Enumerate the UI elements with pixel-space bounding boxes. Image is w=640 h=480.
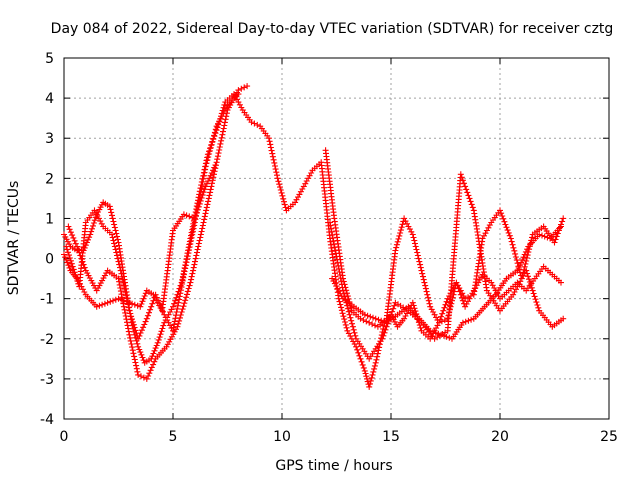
- x-tick-label: 25: [600, 429, 618, 445]
- y-tick-label: -4: [40, 412, 54, 428]
- y-tick-label: 5: [45, 51, 54, 67]
- axis-ticks: 0 5 10 15 20 25 -4 -3 -2 -1 0 1 2 3 4 5: [40, 51, 618, 445]
- y-tick-label: 0: [45, 252, 54, 268]
- y-tick-label: 3: [45, 131, 54, 147]
- data-points: [61, 83, 567, 390]
- x-tick-label: 5: [169, 429, 178, 445]
- grid: [64, 58, 609, 419]
- x-tick-label: 10: [273, 429, 291, 445]
- y-tick-label: -3: [40, 372, 54, 388]
- y-tick-label: 2: [45, 171, 54, 187]
- data-markers: [61, 83, 567, 390]
- y-axis-label: SDTVAR / TECUs: [6, 181, 22, 296]
- y-tick-label: 4: [45, 91, 54, 107]
- x-tick-label: 0: [60, 429, 69, 445]
- x-tick-label: 20: [491, 429, 509, 445]
- y-tick-label: -2: [40, 332, 54, 348]
- plot-frame: [63, 57, 610, 420]
- chart-title: Day 084 of 2022, Sidereal Day-to-day VTE…: [51, 21, 614, 37]
- x-axis-label: GPS time / hours: [275, 458, 392, 474]
- x-tick-label: 15: [382, 429, 400, 445]
- y-tick-label: 1: [45, 211, 54, 227]
- y-tick-label: -1: [40, 292, 54, 308]
